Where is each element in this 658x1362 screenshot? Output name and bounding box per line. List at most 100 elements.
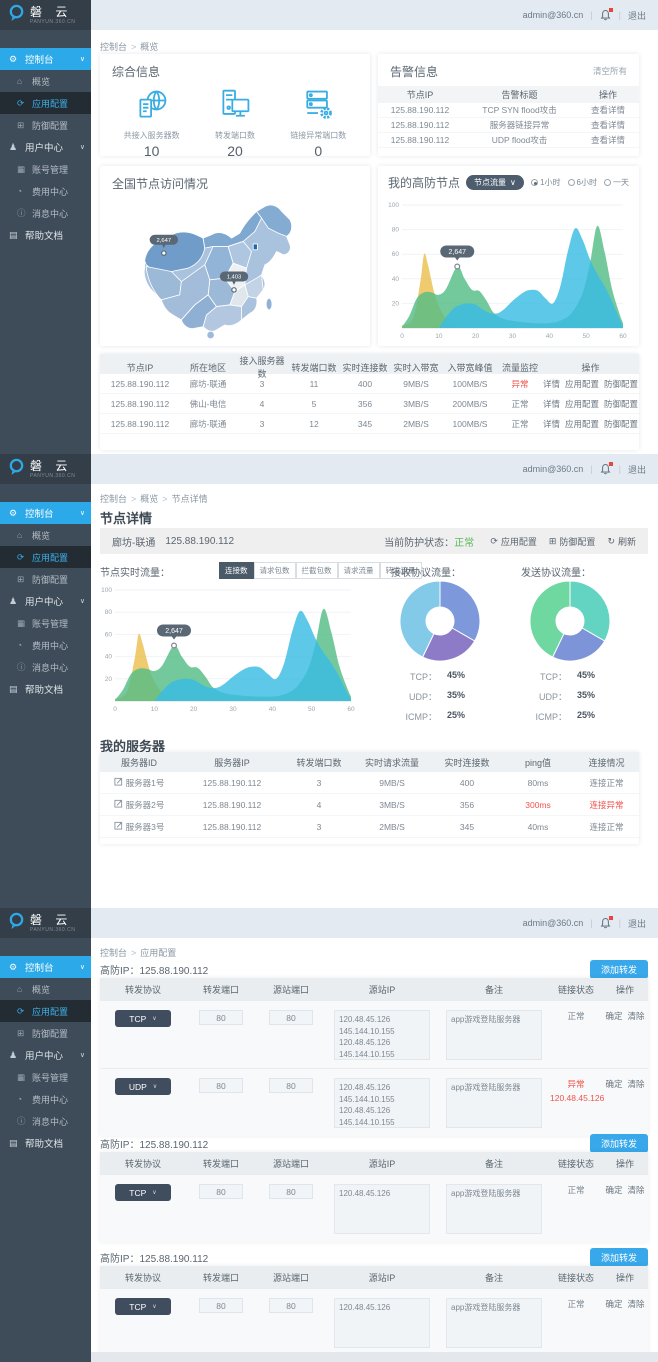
source-ip-textarea[interactable] (334, 1184, 430, 1234)
op-详情[interactable]: 详情 (542, 398, 560, 409)
bell-icon[interactable] (600, 8, 613, 21)
sidebar-group-控制台[interactable]: ⚙ 控制台 ∨ (0, 956, 91, 978)
sidebar-group-用户中心[interactable]: ♟ 用户中心 ∨ (0, 1044, 91, 1066)
protocol-select[interactable]: TCP ∨ (115, 1010, 171, 1027)
range-1小时[interactable]: 1小时 (531, 177, 561, 188)
op-防御配置[interactable]: 防御配置 (604, 378, 639, 389)
sidebar-item-账号管理[interactable]: ▦ 账号管理 (0, 158, 91, 180)
sidebar-group-控制台[interactable]: ⚙ 控制台 ∨ (0, 48, 91, 70)
edit-icon[interactable] (114, 821, 123, 832)
breadcrumb-item[interactable]: 控制台 (100, 42, 128, 52)
source-port-input[interactable] (269, 1298, 313, 1313)
action-应用配置[interactable]: ⟳ 应用配置 (490, 535, 537, 548)
logout-link[interactable]: 退出 (627, 10, 646, 21)
sidebar-item-应用配置[interactable]: ⟳ 应用配置 (0, 1000, 91, 1022)
sidebar-item-概览[interactable]: ⌂ 概览 (0, 978, 91, 1000)
action-防御配置[interactable]: ⊞ 防御配置 (549, 535, 596, 548)
tab-转发流量[interactable]: 转发流量 (379, 562, 422, 579)
op-防御配置[interactable]: 防御配置 (604, 418, 639, 429)
sidebar-item-账号管理[interactable]: ▦ 账号管理 (0, 612, 91, 634)
op-详情[interactable]: 详情 (542, 418, 560, 429)
source-port-input[interactable] (269, 1184, 313, 1199)
sidebar-item-概览[interactable]: ⌂ 概览 (0, 524, 91, 546)
range-一天[interactable]: 一天 (604, 177, 629, 188)
bell-icon[interactable] (600, 462, 613, 475)
tab-请求包数[interactable]: 请求包数 (253, 562, 296, 579)
op-应用配置[interactable]: 应用配置 (564, 398, 599, 409)
breadcrumb-item[interactable]: 控制台 (100, 494, 128, 504)
edit-icon[interactable] (114, 799, 123, 810)
source-port-input[interactable] (269, 1078, 313, 1093)
sidebar-item-费用中心[interactable]: ◔ 费用中心 (0, 634, 91, 656)
op-清除[interactable]: 清除 (627, 1299, 645, 1309)
sidebar-group-用户中心[interactable]: ♟ 用户中心 ∨ (0, 590, 91, 612)
sidebar-group-用户中心[interactable]: ♟ 用户中心 ∨ (0, 136, 91, 158)
sidebar-item-应用配置[interactable]: ⟳ 应用配置 (0, 546, 91, 568)
breadcrumb-item[interactable]: 概览 (140, 42, 159, 52)
note-textarea[interactable] (446, 1298, 542, 1348)
sidebar-item-防御配置[interactable]: ⊞ 防御配置 (0, 568, 91, 590)
sidebar-item-消息中心[interactable]: ⓘ 消息中心 (0, 202, 91, 224)
source-ip-textarea[interactable] (334, 1298, 430, 1348)
sidebar-item-防御配置[interactable]: ⊞ 防御配置 (0, 114, 91, 136)
forward-port-input[interactable] (199, 1010, 243, 1025)
source-ip-textarea[interactable] (334, 1010, 430, 1060)
sidebar-item-费用中心[interactable]: ◔ 费用中心 (0, 180, 91, 202)
op-清除[interactable]: 清除 (627, 1011, 645, 1021)
sidebar-item-消息中心[interactable]: ⓘ 消息中心 (0, 1110, 91, 1132)
logout-link[interactable]: 退出 (627, 918, 646, 929)
op-清除[interactable]: 清除 (627, 1079, 645, 1089)
breadcrumb-item[interactable]: 节点详情 (171, 494, 208, 504)
breadcrumb-item[interactable]: 应用配置 (140, 948, 177, 958)
add-forward-button[interactable]: 添加转发 (589, 960, 648, 979)
view-detail-link[interactable]: 查看详情 (590, 135, 625, 145)
logout-link[interactable]: 退出 (627, 464, 646, 475)
op-清除[interactable]: 清除 (627, 1185, 645, 1195)
op-确定[interactable]: 确定 (605, 1079, 623, 1089)
op-确定[interactable]: 确定 (605, 1299, 623, 1309)
tab-拦截包数[interactable]: 拦截包数 (295, 562, 338, 579)
source-port-input[interactable] (269, 1010, 313, 1025)
forward-port-input[interactable] (199, 1298, 243, 1313)
clear-all-link[interactable]: 清空所有 (592, 66, 627, 76)
protocol-select[interactable]: TCP ∨ (115, 1184, 171, 1201)
breadcrumb-item[interactable]: 概览 (140, 494, 159, 504)
op-详情[interactable]: 详情 (542, 378, 560, 389)
view-detail-link[interactable]: 查看详情 (590, 105, 625, 115)
sidebar-item-消息中心[interactable]: ⓘ 消息中心 (0, 656, 91, 678)
forward-port-input[interactable] (199, 1184, 243, 1199)
radio-icon (531, 179, 539, 186)
sidebar-item-账号管理[interactable]: ▦ 账号管理 (0, 1066, 91, 1088)
note-textarea[interactable] (446, 1184, 542, 1234)
add-forward-button[interactable]: 添加转发 (589, 1248, 648, 1267)
traffic-type-dropdown[interactable]: 节点流量 ∨ (466, 175, 524, 190)
bell-icon[interactable] (600, 916, 613, 929)
sidebar-item-概览[interactable]: ⌂ 概览 (0, 70, 91, 92)
tab-连接数[interactable]: 连接数 (219, 562, 254, 579)
add-forward-button[interactable]: 添加转发 (589, 1134, 648, 1153)
sidebar-group-帮助文档[interactable]: ▤ 帮助文档 (0, 1132, 91, 1154)
sidebar-item-防御配置[interactable]: ⊞ 防御配置 (0, 1022, 91, 1044)
op-确定[interactable]: 确定 (605, 1185, 623, 1195)
source-ip-textarea[interactable] (334, 1078, 430, 1128)
sidebar-group-帮助文档[interactable]: ▤ 帮助文档 (0, 224, 91, 246)
edit-icon[interactable] (114, 777, 123, 788)
sidebar-group-控制台[interactable]: ⚙ 控制台 ∨ (0, 502, 91, 524)
op-确定[interactable]: 确定 (605, 1011, 623, 1021)
sidebar-group-帮助文档[interactable]: ▤ 帮助文档 (0, 678, 91, 700)
protocol-select[interactable]: UDP ∨ (115, 1078, 171, 1095)
action-刷新[interactable]: ↻ 刷新 (607, 535, 636, 548)
tab-请求流量[interactable]: 请求流量 (337, 562, 380, 579)
breadcrumb-item[interactable]: 控制台 (100, 948, 128, 958)
op-应用配置[interactable]: 应用配置 (564, 378, 599, 389)
protocol-select[interactable]: TCP ∨ (115, 1298, 171, 1315)
note-textarea[interactable] (446, 1010, 542, 1060)
range-6小时[interactable]: 6小时 (567, 177, 597, 188)
op-防御配置[interactable]: 防御配置 (604, 398, 639, 409)
sidebar-item-费用中心[interactable]: ◔ 费用中心 (0, 1088, 91, 1110)
note-textarea[interactable] (446, 1078, 542, 1128)
forward-port-input[interactable] (199, 1078, 243, 1093)
op-应用配置[interactable]: 应用配置 (564, 418, 599, 429)
view-detail-link[interactable]: 查看详情 (590, 120, 625, 130)
sidebar-item-应用配置[interactable]: ⟳ 应用配置 (0, 92, 91, 114)
